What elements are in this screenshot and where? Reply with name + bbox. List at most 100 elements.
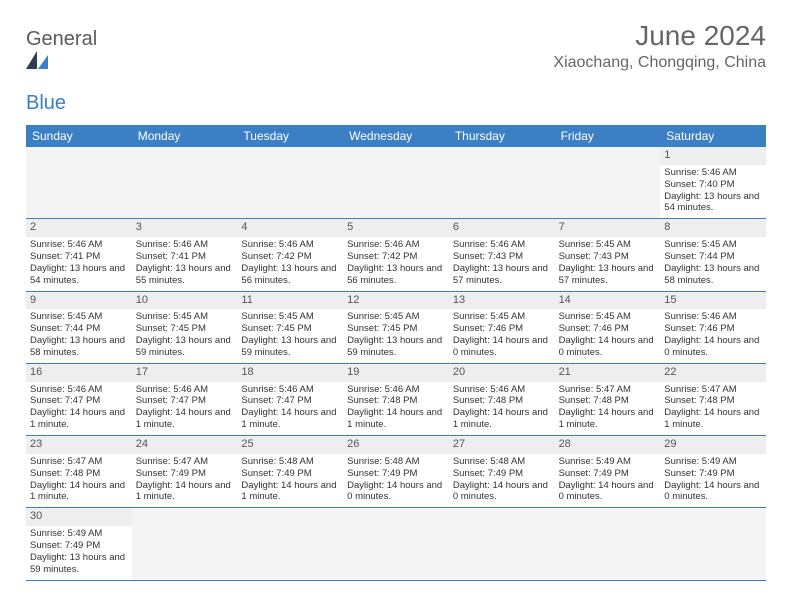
day-cell: 17Sunrise: 5:46 AMSunset: 7:47 PMDayligh… [132, 364, 238, 435]
day-cell-empty [660, 508, 766, 579]
logo: General Blue [26, 28, 97, 115]
day-cell-empty [449, 508, 555, 579]
day-daylight: Daylight: 13 hours and 54 minutes. [30, 263, 128, 287]
weeks-container: 1Sunrise: 5:46 AMSunset: 7:40 PMDaylight… [26, 147, 766, 581]
day-number: 30 [26, 508, 132, 526]
day-cell: 21Sunrise: 5:47 AMSunset: 7:48 PMDayligh… [555, 364, 661, 435]
day-number: 27 [449, 436, 555, 454]
logo-text: General Blue [26, 28, 97, 115]
day-sunrise: Sunrise: 5:46 AM [241, 384, 339, 396]
day-sunset: Sunset: 7:48 PM [559, 395, 657, 407]
day-daylight: Daylight: 14 hours and 1 minute. [453, 407, 551, 431]
week-row: 1Sunrise: 5:46 AMSunset: 7:40 PMDaylight… [26, 147, 766, 219]
day-cell: 5Sunrise: 5:46 AMSunset: 7:42 PMDaylight… [343, 219, 449, 290]
day-sunset: Sunset: 7:41 PM [30, 251, 128, 263]
day-number: 12 [343, 292, 449, 310]
day-daylight: Daylight: 14 hours and 0 minutes. [453, 335, 551, 359]
day-cell-empty [449, 147, 555, 218]
day-number: 10 [132, 292, 238, 310]
day-cell: 7Sunrise: 5:45 AMSunset: 7:43 PMDaylight… [555, 219, 661, 290]
day-cell: 10Sunrise: 5:45 AMSunset: 7:45 PMDayligh… [132, 292, 238, 363]
day-number: 1 [660, 147, 766, 165]
day-cell: 22Sunrise: 5:47 AMSunset: 7:48 PMDayligh… [660, 364, 766, 435]
day-daylight: Daylight: 14 hours and 0 minutes. [559, 335, 657, 359]
day-sunrise: Sunrise: 5:47 AM [559, 384, 657, 396]
day-number: 22 [660, 364, 766, 382]
day-sunrise: Sunrise: 5:46 AM [453, 239, 551, 251]
day-number: 23 [26, 436, 132, 454]
day-sunset: Sunset: 7:49 PM [347, 468, 445, 480]
day-daylight: Daylight: 13 hours and 58 minutes. [30, 335, 128, 359]
day-sunset: Sunset: 7:49 PM [30, 540, 128, 552]
day-number: 25 [237, 436, 343, 454]
day-cell: 6Sunrise: 5:46 AMSunset: 7:43 PMDaylight… [449, 219, 555, 290]
day-sunset: Sunset: 7:47 PM [30, 395, 128, 407]
day-number: 6 [449, 219, 555, 237]
week-row: 16Sunrise: 5:46 AMSunset: 7:47 PMDayligh… [26, 364, 766, 436]
day-sunrise: Sunrise: 5:48 AM [347, 456, 445, 468]
day-cell: 24Sunrise: 5:47 AMSunset: 7:49 PMDayligh… [132, 436, 238, 507]
day-sunrise: Sunrise: 5:46 AM [453, 384, 551, 396]
day-cell: 27Sunrise: 5:48 AMSunset: 7:49 PMDayligh… [449, 436, 555, 507]
day-sunrise: Sunrise: 5:46 AM [241, 239, 339, 251]
day-cell-empty [26, 147, 132, 218]
day-sunset: Sunset: 7:49 PM [136, 468, 234, 480]
day-number: 15 [660, 292, 766, 310]
day-number: 17 [132, 364, 238, 382]
day-sunrise: Sunrise: 5:45 AM [453, 311, 551, 323]
day-sunset: Sunset: 7:45 PM [241, 323, 339, 335]
day-sunset: Sunset: 7:45 PM [347, 323, 445, 335]
day-sunrise: Sunrise: 5:47 AM [664, 384, 762, 396]
day-number: 5 [343, 219, 449, 237]
day-cell: 23Sunrise: 5:47 AMSunset: 7:48 PMDayligh… [26, 436, 132, 507]
day-sunset: Sunset: 7:47 PM [241, 395, 339, 407]
day-daylight: Daylight: 14 hours and 1 minute. [30, 480, 128, 504]
day-sunrise: Sunrise: 5:45 AM [136, 311, 234, 323]
weekday-header: Saturday [660, 125, 766, 147]
location-text: Xiaochang, Chongqing, China [553, 54, 766, 72]
day-daylight: Daylight: 14 hours and 1 minute. [241, 407, 339, 431]
day-sunrise: Sunrise: 5:49 AM [30, 528, 128, 540]
day-sunrise: Sunrise: 5:48 AM [241, 456, 339, 468]
day-sunrise: Sunrise: 5:45 AM [559, 239, 657, 251]
day-sunset: Sunset: 7:49 PM [664, 468, 762, 480]
day-cell: 2Sunrise: 5:46 AMSunset: 7:41 PMDaylight… [26, 219, 132, 290]
day-daylight: Daylight: 13 hours and 55 minutes. [136, 263, 234, 287]
day-cell: 15Sunrise: 5:46 AMSunset: 7:46 PMDayligh… [660, 292, 766, 363]
day-sunrise: Sunrise: 5:46 AM [136, 384, 234, 396]
day-cell: 12Sunrise: 5:45 AMSunset: 7:45 PMDayligh… [343, 292, 449, 363]
day-sunrise: Sunrise: 5:48 AM [453, 456, 551, 468]
day-sunset: Sunset: 7:47 PM [136, 395, 234, 407]
logo-word-a: General [26, 28, 97, 50]
day-sunrise: Sunrise: 5:49 AM [664, 456, 762, 468]
day-daylight: Daylight: 13 hours and 59 minutes. [347, 335, 445, 359]
title-block: June 2024 Xiaochang, Chongqing, China [553, 20, 766, 72]
day-sunrise: Sunrise: 5:47 AM [30, 456, 128, 468]
day-daylight: Daylight: 14 hours and 0 minutes. [559, 480, 657, 504]
day-cell: 20Sunrise: 5:46 AMSunset: 7:48 PMDayligh… [449, 364, 555, 435]
day-cell-empty [237, 147, 343, 218]
day-number: 7 [555, 219, 661, 237]
day-number: 14 [555, 292, 661, 310]
day-cell: 16Sunrise: 5:46 AMSunset: 7:47 PMDayligh… [26, 364, 132, 435]
day-daylight: Daylight: 13 hours and 59 minutes. [241, 335, 339, 359]
day-sunset: Sunset: 7:41 PM [136, 251, 234, 263]
day-cell: 18Sunrise: 5:46 AMSunset: 7:47 PMDayligh… [237, 364, 343, 435]
day-sunrise: Sunrise: 5:45 AM [241, 311, 339, 323]
day-sunrise: Sunrise: 5:49 AM [559, 456, 657, 468]
day-sunrise: Sunrise: 5:46 AM [664, 311, 762, 323]
day-cell: 19Sunrise: 5:46 AMSunset: 7:48 PMDayligh… [343, 364, 449, 435]
day-cell: 26Sunrise: 5:48 AMSunset: 7:49 PMDayligh… [343, 436, 449, 507]
day-cell: 25Sunrise: 5:48 AMSunset: 7:49 PMDayligh… [237, 436, 343, 507]
day-number: 8 [660, 219, 766, 237]
day-daylight: Daylight: 14 hours and 0 minutes. [664, 335, 762, 359]
day-daylight: Daylight: 14 hours and 1 minute. [559, 407, 657, 431]
day-sunset: Sunset: 7:42 PM [241, 251, 339, 263]
day-daylight: Daylight: 13 hours and 57 minutes. [453, 263, 551, 287]
day-number: 9 [26, 292, 132, 310]
logo-word-b: Blue [26, 92, 66, 114]
day-sunset: Sunset: 7:44 PM [30, 323, 128, 335]
day-sunrise: Sunrise: 5:45 AM [664, 239, 762, 251]
day-sunset: Sunset: 7:46 PM [559, 323, 657, 335]
day-cell-empty [132, 147, 238, 218]
